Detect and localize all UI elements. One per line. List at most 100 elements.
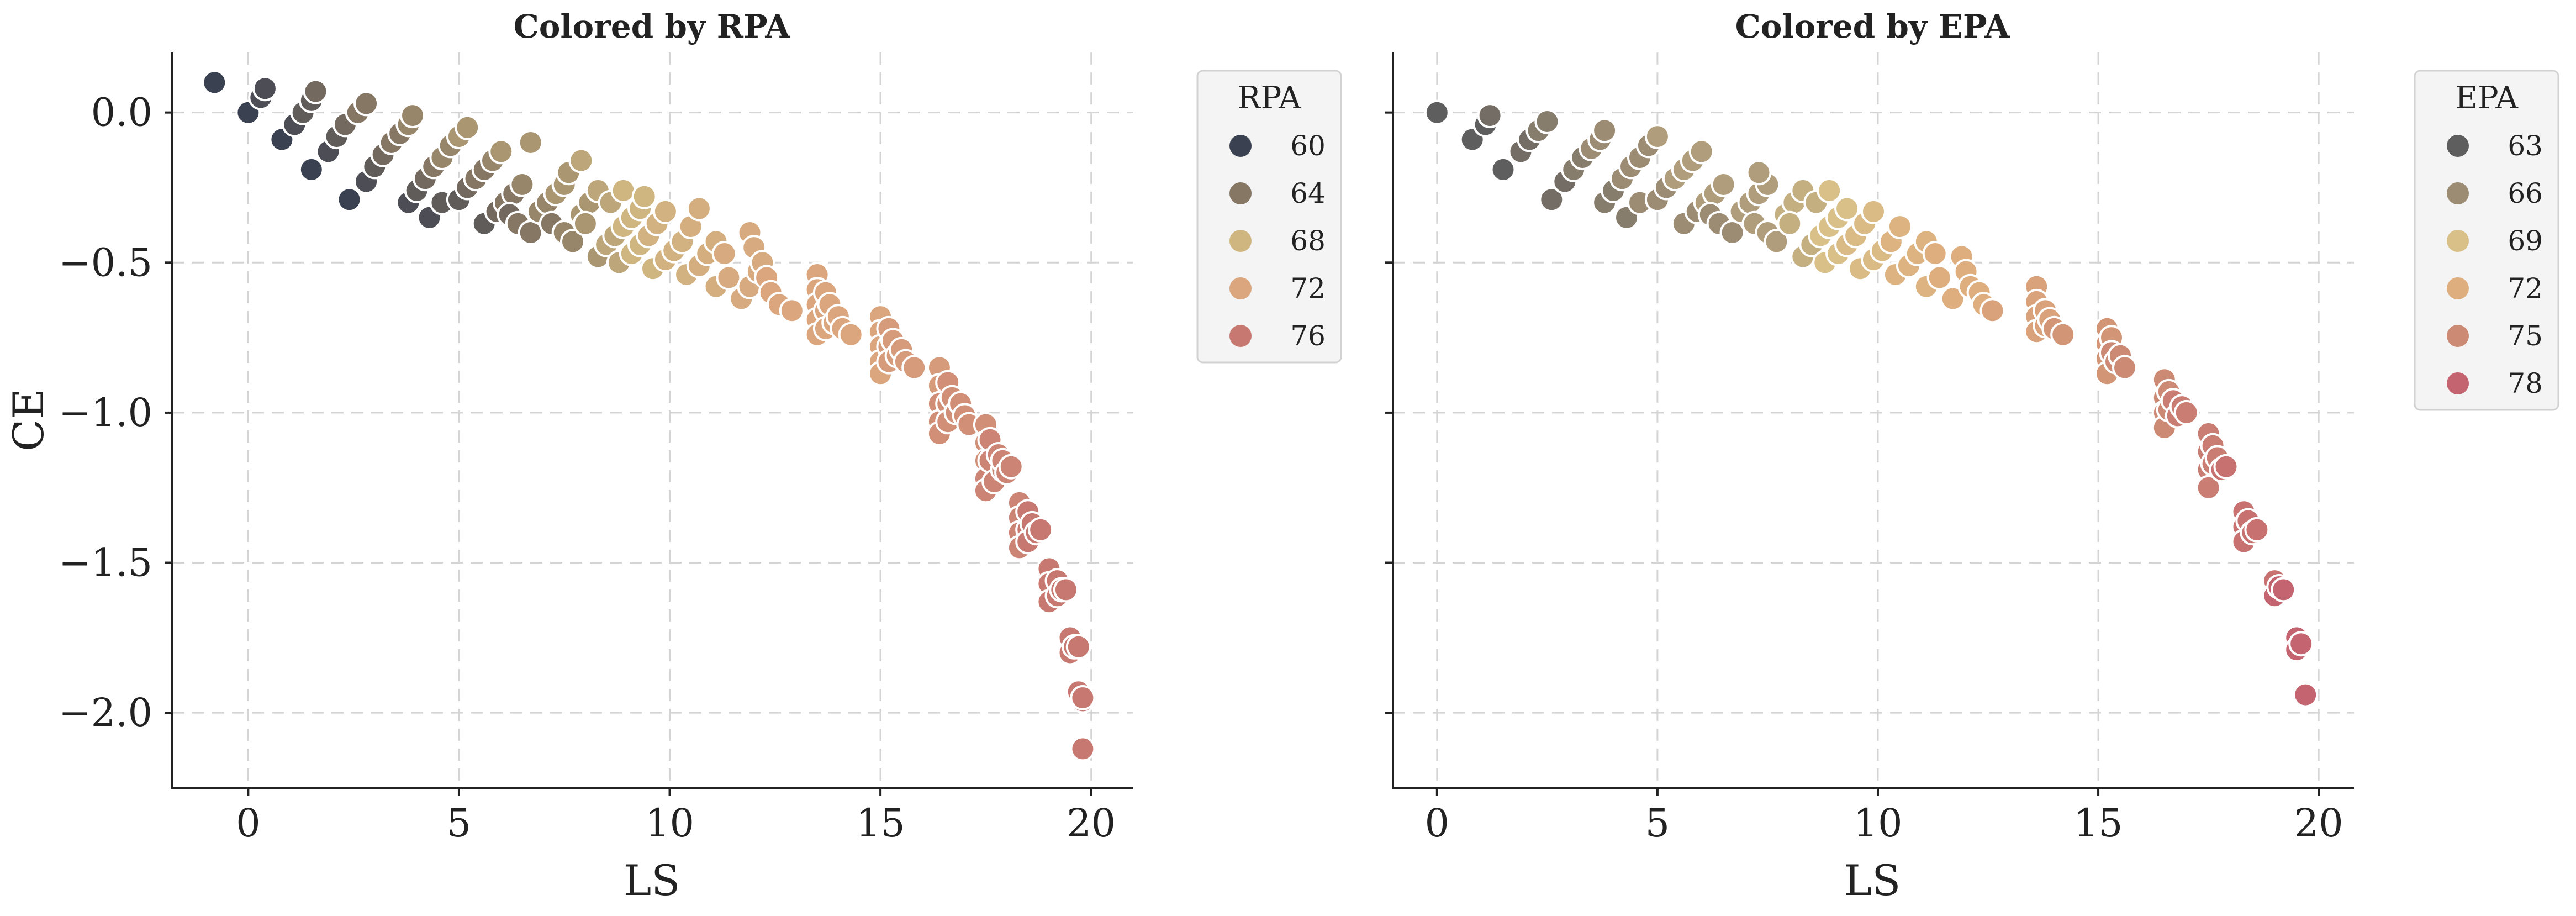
legend-marker — [2447, 230, 2469, 252]
legend-label: 72 — [2508, 272, 2543, 304]
legend-marker — [2447, 182, 2469, 204]
data-point — [252, 76, 278, 102]
legend: EPA 63 66 69 72 75 78 — [2414, 70, 2559, 411]
x-tick-label: 0 — [236, 801, 261, 846]
data-point — [572, 210, 598, 236]
data-point — [1861, 198, 1886, 224]
scatter-panel-rpa: Colored by RPA CE LS 0 5 10 15 20 0.0 −0.5 −1.0… — [4, 8, 1342, 905]
data-point — [2195, 475, 2221, 501]
data-point — [779, 298, 805, 324]
legend-marker — [2447, 325, 2469, 347]
axis-ticks: 0 5 10 15 20 — [1385, 111, 2343, 846]
data-point — [1746, 160, 1772, 186]
data-point — [838, 322, 864, 348]
y-tick-label: −1.0 — [59, 390, 152, 435]
legend-title: RPA — [1237, 80, 1301, 116]
data-point — [1887, 214, 1913, 240]
data-points — [202, 70, 1096, 762]
legend-marker — [1229, 230, 1252, 252]
data-point — [1926, 265, 1952, 291]
data-point — [1592, 118, 1618, 144]
data-point — [1490, 156, 1516, 182]
legend-label: 63 — [2508, 130, 2543, 162]
data-point — [1028, 517, 1054, 543]
x-tick-label: 5 — [447, 801, 472, 846]
data-point — [686, 196, 712, 222]
grid-lines — [1393, 52, 2354, 788]
legend-label: 75 — [2508, 320, 2543, 352]
legend-marker — [1229, 277, 1252, 299]
data-point — [1534, 109, 1560, 134]
data-point — [518, 130, 543, 155]
data-point — [509, 172, 535, 197]
legend-label: 68 — [1290, 225, 1326, 257]
data-point — [455, 114, 481, 140]
data-point — [1053, 577, 1079, 603]
data-point — [711, 241, 737, 266]
data-point — [2271, 577, 2297, 603]
data-point — [716, 265, 742, 291]
scatter-panel-epa: Colored by EPA LS 0 5 10 15 20 EPA 63 66 69 72 7… — [1385, 8, 2559, 905]
data-point — [1477, 103, 1503, 129]
legend-marker — [2447, 372, 2469, 394]
x-tick-label: 20 — [1067, 801, 1116, 846]
axis-spines — [171, 52, 1133, 789]
legend-label: 76 — [1290, 320, 1326, 352]
data-point — [518, 220, 543, 245]
x-tick-label: 15 — [2074, 801, 2123, 846]
data-point — [1688, 139, 1714, 165]
data-point — [353, 91, 379, 117]
x-axis-label: LS — [1844, 856, 1901, 905]
y-tick-label: −2.0 — [59, 690, 152, 735]
data-point — [568, 148, 594, 173]
x-tick-label: 5 — [1645, 801, 1670, 846]
data-point — [488, 139, 514, 165]
data-point — [1539, 187, 1565, 213]
legend-marker — [1229, 182, 1252, 204]
data-point — [336, 187, 362, 213]
legend-label: 64 — [1290, 177, 1326, 209]
data-points — [1424, 99, 2319, 708]
x-tick-label: 0 — [1425, 801, 1450, 846]
legend-label: 69 — [2508, 225, 2543, 257]
data-point — [2213, 454, 2239, 480]
chart-title: Colored by RPA — [514, 8, 791, 45]
legend-label: 78 — [2508, 367, 2543, 399]
legend-label: 60 — [1290, 130, 1326, 162]
x-tick-label: 20 — [2294, 801, 2343, 846]
axis-ticks: 0 5 10 15 20 0.0 −0.5 −1.0 −1.5 −2.0 — [59, 90, 1116, 846]
data-point — [1979, 298, 2005, 324]
data-point — [1070, 685, 1096, 710]
data-point — [400, 103, 425, 129]
legend-label: 72 — [1290, 272, 1326, 304]
data-point — [1065, 634, 1091, 660]
x-tick-label: 10 — [1853, 801, 1902, 846]
data-point — [1834, 196, 1860, 222]
data-point — [2288, 631, 2314, 657]
data-point — [1070, 736, 1096, 762]
x-axis-label: LS — [624, 856, 680, 905]
x-tick-label: 15 — [856, 801, 905, 846]
data-point — [2112, 355, 2137, 381]
data-point — [1764, 229, 1790, 255]
data-point — [998, 454, 1024, 480]
data-point — [652, 198, 678, 224]
data-point — [2244, 517, 2270, 543]
legend-title: EPA — [2455, 80, 2518, 116]
data-point — [1777, 210, 1803, 236]
data-point — [298, 156, 324, 182]
data-point — [1424, 99, 1450, 125]
data-point — [610, 177, 636, 203]
data-point — [2173, 399, 2199, 425]
x-tick-label: 10 — [645, 801, 694, 846]
data-point — [1719, 220, 1745, 245]
data-point — [2293, 682, 2319, 708]
data-point — [1711, 172, 1736, 197]
legend-box — [2414, 70, 2559, 411]
chart-title: Colored by EPA — [1735, 8, 2010, 45]
data-point — [1940, 286, 1966, 312]
legend: RPA 60 64 68 72 76 — [1196, 70, 1342, 364]
data-point — [1817, 177, 1843, 203]
legend-marker — [2447, 135, 2469, 157]
